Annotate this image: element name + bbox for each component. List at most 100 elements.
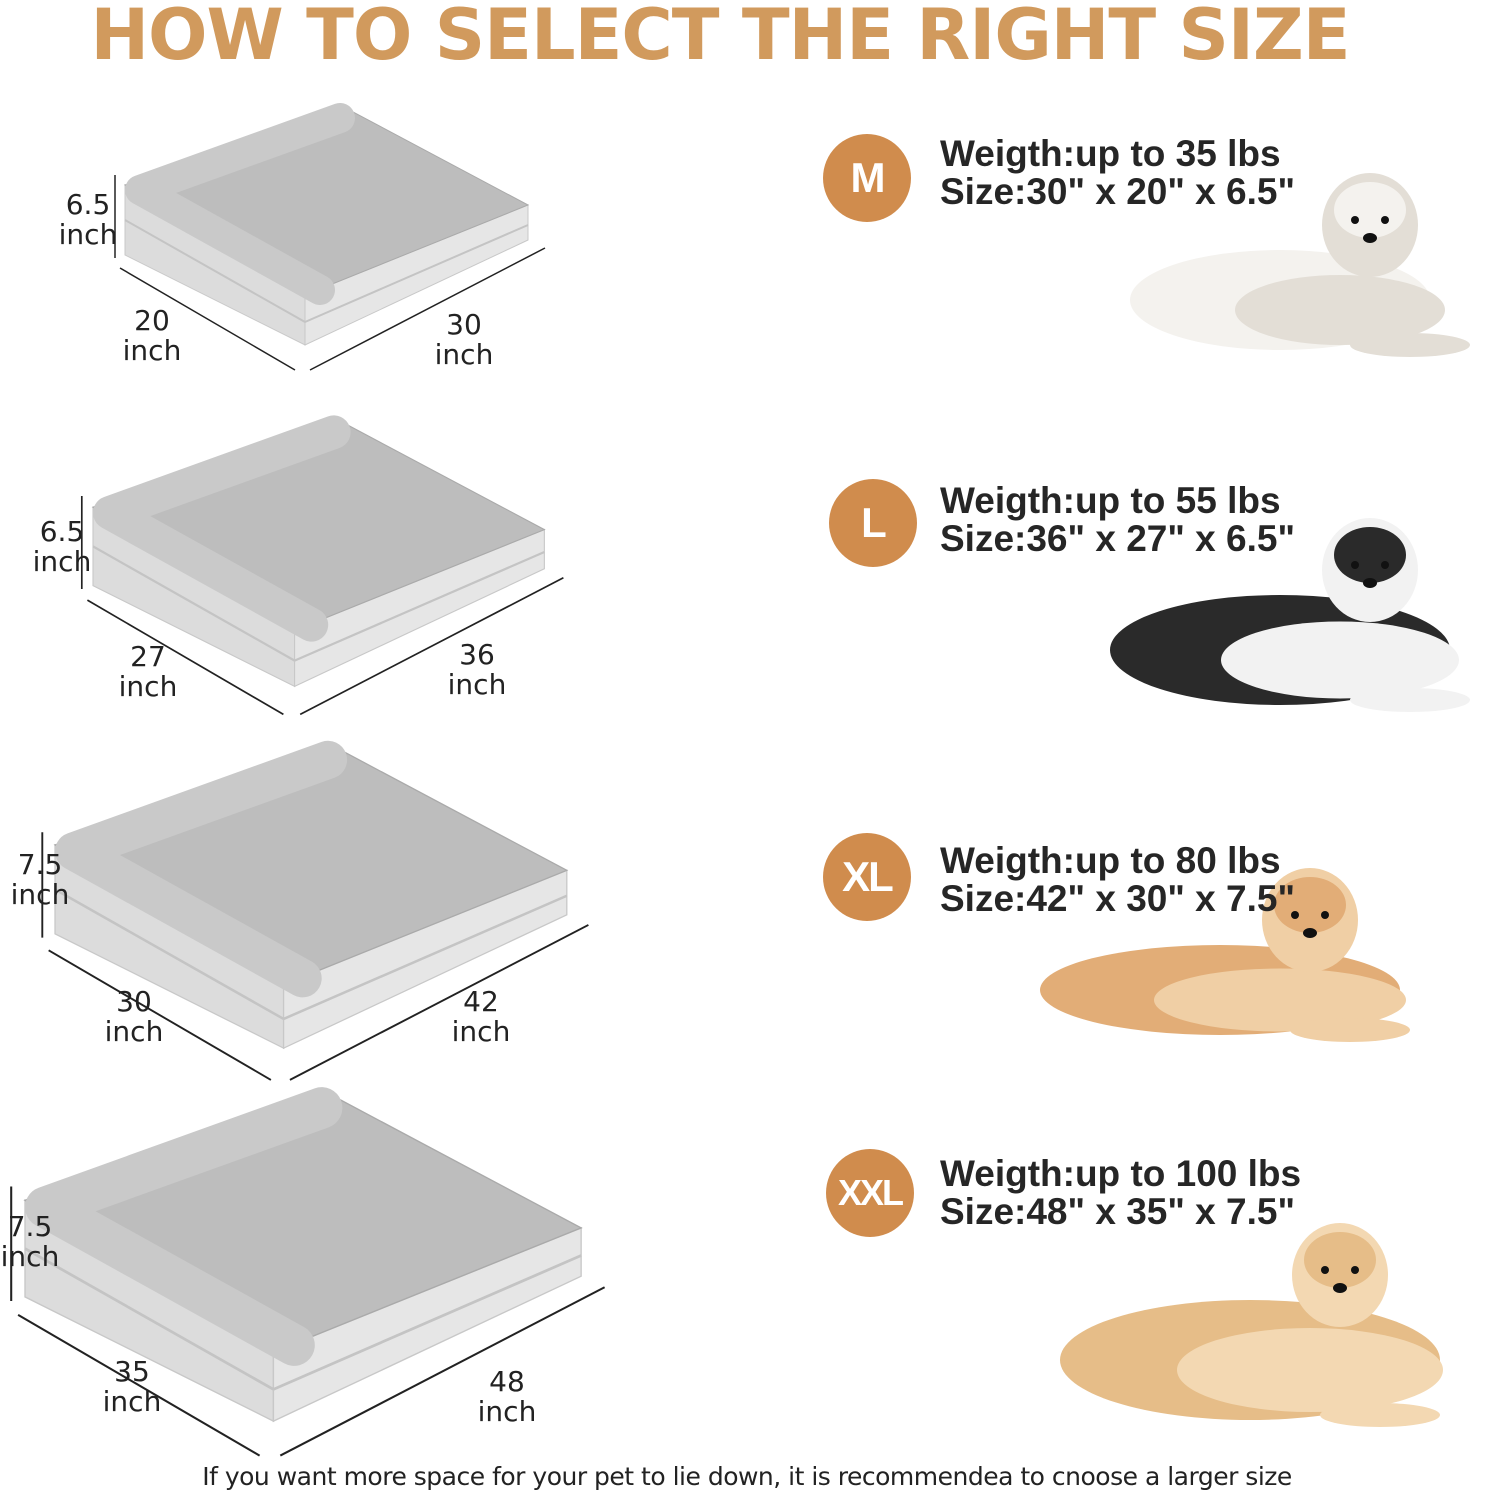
golden-retriever-dog-image bbox=[1040, 868, 1410, 1042]
dog-eye bbox=[1351, 216, 1359, 224]
page-title: HOW TO SELECT THE RIGHT SIZE bbox=[90, 0, 1350, 76]
dim-value: 27 bbox=[130, 640, 166, 673]
height-label: 7.5 inch bbox=[0, 850, 80, 910]
dog-chest bbox=[1221, 621, 1459, 699]
dog-eye bbox=[1291, 911, 1299, 919]
dog-paws bbox=[1350, 688, 1470, 712]
weight-text: Weigth:up to 35 lbs bbox=[940, 133, 1281, 174]
weight-text: Weigth:up to 80 lbs bbox=[940, 840, 1281, 881]
bed-seam bbox=[283, 894, 568, 1021]
bed-seam bbox=[272, 1254, 582, 1391]
bed-bolster bbox=[24, 1087, 343, 1366]
dog-nose bbox=[1363, 233, 1377, 243]
husky-dog-image bbox=[1110, 518, 1470, 712]
width-label: 27 inch bbox=[108, 642, 188, 702]
dog-head-top bbox=[1304, 1232, 1376, 1288]
weight-text: Weigth:up to 55 lbs bbox=[940, 480, 1281, 521]
size-badge: XXL bbox=[826, 1149, 914, 1237]
bed-m bbox=[114, 103, 546, 371]
dog-head-top bbox=[1334, 527, 1406, 583]
dim-value: 30 bbox=[116, 985, 152, 1018]
bed-xxl bbox=[10, 1087, 606, 1457]
dim-unit: inch bbox=[0, 1240, 60, 1273]
dim-value: 20 bbox=[134, 304, 170, 337]
width-label: 30 inch bbox=[94, 987, 174, 1047]
bed-bolster bbox=[125, 103, 355, 305]
dog-eye bbox=[1321, 911, 1329, 919]
size-badge: XL bbox=[823, 833, 911, 921]
dim-value: 36 bbox=[459, 638, 495, 671]
dim-unit: inch bbox=[122, 334, 182, 367]
dog-paws bbox=[1350, 333, 1470, 357]
dog-eye bbox=[1351, 1266, 1359, 1274]
dim-value: 6.5 bbox=[39, 515, 85, 548]
bichon-frise-dog-image bbox=[1130, 173, 1470, 357]
dog-eye bbox=[1381, 561, 1389, 569]
dim-value: 7.5 bbox=[7, 1210, 53, 1243]
dim-unit: inch bbox=[10, 878, 70, 911]
width-arrow bbox=[48, 949, 272, 1081]
dog-chest bbox=[1235, 275, 1445, 345]
width-arrow bbox=[119, 267, 296, 371]
length-arrow bbox=[299, 577, 564, 716]
size-spec: Weigth:up to 80 lbs Size:42" x 30" x 7.5" bbox=[940, 842, 1295, 918]
dog-nose bbox=[1333, 1283, 1347, 1293]
dim-unit: inch bbox=[58, 218, 118, 251]
dim-value: 48 bbox=[489, 1365, 525, 1398]
size-spec: Weigth:up to 55 lbs Size:36" x 27" x 6.5" bbox=[940, 482, 1295, 558]
bed-bolster bbox=[54, 740, 348, 998]
dim-unit: inch bbox=[102, 1385, 162, 1418]
dim-value: 6.5 bbox=[65, 188, 111, 221]
height-label: 7.5 inch bbox=[0, 1212, 70, 1272]
bed-seam bbox=[294, 550, 545, 662]
dim-unit: inch bbox=[447, 668, 507, 701]
bed-seam bbox=[24, 1247, 275, 1391]
dim-unit: inch bbox=[118, 670, 178, 703]
width-label: 35 inch bbox=[92, 1357, 172, 1417]
length-label: 36 inch bbox=[437, 640, 517, 700]
dog-eye bbox=[1351, 561, 1359, 569]
size-spec: Weigth:up to 35 lbs Size:30" x 20" x 6.5" bbox=[940, 135, 1295, 211]
weight-text: Weigth:up to 100 lbs bbox=[940, 1153, 1302, 1194]
dim-unit: inch bbox=[434, 338, 494, 371]
dog-nose bbox=[1363, 578, 1377, 588]
length-label: 30 inch bbox=[424, 310, 504, 370]
bed-seam bbox=[92, 545, 296, 662]
length-label: 48 inch bbox=[467, 1367, 547, 1427]
size-spec: Weigth:up to 100 lbs Size:48" x 35" x 7.5… bbox=[940, 1155, 1301, 1231]
length-arrow bbox=[279, 1286, 606, 1457]
dim-value: 42 bbox=[463, 985, 499, 1018]
dimensions-text: Size:48" x 35" x 7.5" bbox=[940, 1191, 1296, 1232]
height-label: 6.5 inch bbox=[22, 517, 102, 577]
bed-l bbox=[80, 415, 564, 716]
bed-bolster bbox=[93, 415, 351, 642]
width-arrow bbox=[17, 1313, 261, 1457]
dog-head-top bbox=[1274, 877, 1346, 933]
dimensions-text: Size:36" x 27" x 6.5" bbox=[940, 518, 1296, 559]
dog-eye bbox=[1381, 216, 1389, 224]
dim-value: 30 bbox=[446, 308, 482, 341]
length-arrow bbox=[309, 247, 546, 371]
dog-eye bbox=[1321, 1266, 1329, 1274]
footer-note: If you want more space for your pet to l… bbox=[202, 1462, 1292, 1491]
bed-xl bbox=[41, 740, 589, 1081]
dim-unit: inch bbox=[104, 1015, 164, 1048]
dog-head-top bbox=[1334, 182, 1406, 238]
dim-unit: inch bbox=[32, 545, 92, 578]
dimensions-text: Size:42" x 30" x 7.5" bbox=[940, 878, 1296, 919]
width-label: 20 inch bbox=[112, 306, 192, 366]
bed-seam bbox=[124, 219, 306, 323]
bed-seam bbox=[304, 224, 529, 323]
dog-chest bbox=[1177, 1328, 1443, 1412]
size-badge: L bbox=[829, 479, 917, 567]
width-arrow bbox=[86, 599, 284, 716]
dim-value: 35 bbox=[114, 1355, 150, 1388]
length-label: 42 inch bbox=[441, 987, 521, 1047]
length-arrow bbox=[289, 924, 589, 1081]
dim-unit: inch bbox=[477, 1395, 537, 1428]
dog-nose bbox=[1303, 928, 1317, 938]
dog-paws bbox=[1290, 1018, 1410, 1042]
dog-chest bbox=[1154, 968, 1406, 1032]
